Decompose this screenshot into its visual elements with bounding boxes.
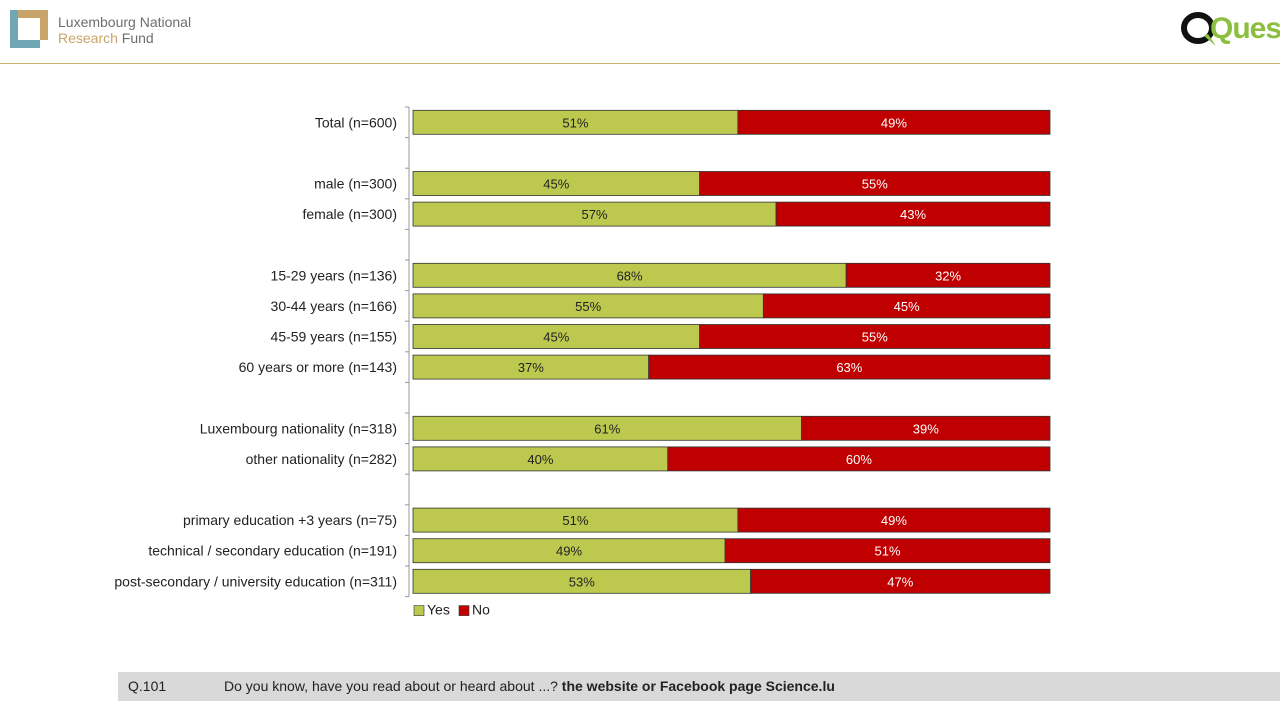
data-label-yes: 40% bbox=[527, 452, 553, 467]
data-label-no: 55% bbox=[862, 177, 888, 192]
data-label-yes: 45% bbox=[543, 177, 569, 192]
bar-yes bbox=[412, 109, 739, 135]
bar-yes bbox=[412, 568, 752, 594]
bar-no bbox=[750, 568, 1051, 594]
category-label: 60 years or more (n=143) bbox=[239, 359, 397, 375]
bar-no bbox=[801, 415, 1051, 441]
data-label-no: 39% bbox=[913, 421, 939, 436]
data-label-no: 49% bbox=[881, 115, 907, 130]
legend-swatch-no bbox=[458, 605, 470, 616]
lnr-logo-icon bbox=[10, 10, 48, 48]
bar-no bbox=[737, 109, 1051, 135]
category-label: technical / secondary education (n=191) bbox=[148, 543, 397, 559]
bar-no bbox=[775, 201, 1051, 227]
quest-logo-icon bbox=[1181, 12, 1216, 46]
header: Luxembourg National Research Fund Quest bbox=[0, 0, 1280, 64]
bar-yes bbox=[412, 262, 847, 288]
quest-logo-text: Quest bbox=[1210, 12, 1280, 45]
category-label: Total (n=600) bbox=[315, 114, 397, 130]
bar-no bbox=[699, 171, 1051, 196]
data-label-yes: 49% bbox=[556, 544, 582, 559]
question-text: Do you know, have you read about or hear… bbox=[224, 678, 562, 694]
bar-yes bbox=[412, 538, 726, 564]
legend-label-no: No bbox=[472, 602, 490, 618]
data-label-no: 47% bbox=[887, 574, 913, 589]
stacked-bar-chart: Total (n=600) 51% 49% male (n=300) 45% 55% fem… bbox=[114, 106, 1051, 618]
category-label: female (n=300) bbox=[302, 206, 397, 222]
data-label-yes: 57% bbox=[582, 207, 608, 222]
data-label-yes: 51% bbox=[562, 513, 588, 528]
bar-yes bbox=[412, 446, 669, 472]
quest-logo: Quest bbox=[1180, 8, 1280, 50]
bar-no bbox=[699, 324, 1051, 349]
lnr-name-research: Research bbox=[58, 30, 118, 46]
category-label: male (n=300) bbox=[314, 176, 397, 192]
data-label-yes: 51% bbox=[562, 115, 588, 130]
bar-no bbox=[648, 354, 1051, 380]
lnr-name-line1: Luxembourg National bbox=[58, 14, 192, 30]
bar-no bbox=[762, 293, 1051, 319]
data-label-no: 49% bbox=[881, 513, 907, 528]
data-label-yes: 53% bbox=[569, 574, 595, 589]
category-label: primary education +3 years (n=75) bbox=[183, 512, 397, 528]
bar-no bbox=[724, 538, 1051, 564]
lnr-logo: Luxembourg National Research Fund bbox=[10, 10, 210, 52]
data-label-no: 60% bbox=[846, 452, 872, 467]
category-label: post-secondary / university education (n… bbox=[114, 573, 397, 589]
question-id: Q.101 bbox=[128, 678, 167, 694]
data-label-no: 51% bbox=[875, 544, 901, 559]
bar-yes bbox=[412, 201, 777, 227]
bar-yes bbox=[412, 293, 764, 319]
data-label-no: 45% bbox=[894, 299, 920, 314]
bar-yes bbox=[412, 415, 802, 441]
legend-swatch-yes bbox=[413, 605, 425, 616]
category-label: 15-29 years (n=136) bbox=[271, 267, 397, 283]
footer-question-bar: Q.101 Do you know, have you read about o… bbox=[118, 672, 1280, 701]
data-label-no: 43% bbox=[900, 207, 926, 222]
data-label-yes: 37% bbox=[518, 360, 544, 375]
bar-no bbox=[737, 507, 1051, 533]
bar-no bbox=[845, 262, 1051, 288]
question-topic: the website or Facebook page Science.lu bbox=[561, 678, 835, 694]
bar-no bbox=[667, 446, 1051, 472]
data-label-yes: 55% bbox=[575, 299, 601, 314]
data-label-no: 63% bbox=[836, 360, 862, 375]
header-divider bbox=[0, 63, 1280, 64]
category-label: other nationality (n=282) bbox=[246, 451, 397, 467]
category-label: 45-59 years (n=155) bbox=[271, 329, 397, 345]
lnr-name-fund: Fund bbox=[117, 30, 154, 46]
data-label-yes: 61% bbox=[594, 421, 620, 436]
data-label-yes: 68% bbox=[617, 268, 643, 283]
data-label-no: 32% bbox=[935, 268, 961, 283]
category-label: Luxembourg nationality (n=318) bbox=[200, 420, 397, 436]
data-label-yes: 45% bbox=[543, 330, 569, 345]
legend-label-yes: Yes bbox=[427, 602, 450, 618]
category-label: 30-44 years (n=166) bbox=[271, 298, 397, 314]
data-label-no: 55% bbox=[862, 330, 888, 345]
